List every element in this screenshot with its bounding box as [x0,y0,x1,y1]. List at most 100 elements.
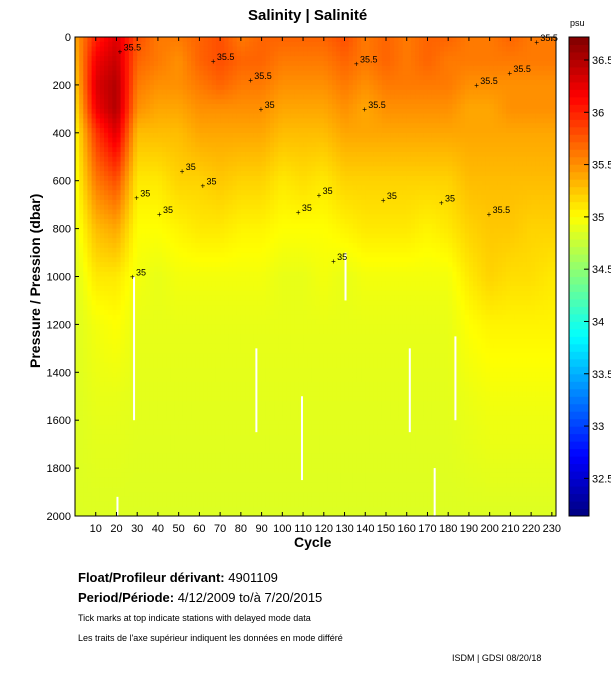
heatmap-cell [99,281,105,287]
heatmap-cell [269,506,275,512]
heatmap-cell [95,314,101,321]
heatmap-cell [112,377,117,383]
heatmap-cell [124,171,130,177]
heatmap-cell [75,362,80,369]
heatmap-cell [116,434,122,440]
heatmap-cell [128,94,134,100]
heatmap-cell [108,41,113,48]
heatmap-cell [133,300,138,306]
heatmap-cell [207,501,213,507]
heatmap-cell [108,209,113,215]
heatmap-cell [87,501,93,507]
heatmap-cell [116,353,122,359]
heatmap-cell [174,247,180,254]
heatmap-cell [240,84,246,91]
heatmap-cell [199,247,205,254]
heatmap-cell [224,151,229,158]
heatmap-cell [245,180,250,186]
heatmap-cell [199,333,205,340]
heatmap-cell [232,506,238,512]
heatmap-cell [240,281,246,287]
heatmap-cell [240,94,246,100]
heatmap-cell [191,386,196,392]
heatmap-cell [224,290,229,297]
heatmap-cell [128,247,134,254]
heatmap-cell [253,51,258,57]
heatmap-cell [220,128,225,134]
heatmap-cell [240,286,246,292]
heatmap-cell [162,113,167,119]
heatmap-cell [124,415,130,421]
heatmap-cell [91,377,97,383]
heatmap-cell [133,472,138,479]
heatmap-cell [178,482,184,488]
heatmap-cell [178,156,184,163]
heatmap-cell [228,123,234,129]
heatmap-cell [178,271,184,277]
heatmap-cell [186,46,192,52]
heatmap-cell [182,46,188,52]
heatmap-cell [137,99,142,105]
heatmap-cell [186,372,192,378]
heatmap-cell [249,434,254,440]
heatmap-cell [124,367,130,373]
heatmap-cell [149,242,155,249]
heatmap-cell [253,242,258,249]
heatmap-cell [133,204,138,210]
heatmap-cell [141,171,146,177]
heatmap-cell [162,132,167,139]
heatmap-cell [157,415,163,421]
heatmap-cell [253,252,258,258]
heatmap-cell [162,477,167,483]
heatmap-cell [137,511,142,517]
heatmap-cell [137,410,142,416]
heatmap-cell [215,257,221,263]
heatmap-cell [120,166,126,172]
heatmap-cell [191,453,196,460]
heatmap-cell [195,242,200,249]
heatmap-cell [269,482,275,488]
heatmap-cell [274,113,279,119]
heatmap-cell [203,238,209,244]
heatmap-cell [211,128,217,134]
heatmap-cell [124,175,130,182]
heatmap-cell [83,401,88,407]
heatmap-cell [261,458,267,464]
heatmap-cell [170,185,176,191]
heatmap-cell [253,247,258,254]
heatmap-cell [215,295,221,301]
heatmap-cell [141,305,146,311]
heatmap-cell [137,367,142,373]
heatmap-cell [108,448,113,455]
heatmap-cell [116,468,122,474]
heatmap-cell [178,94,184,100]
heatmap-cell [128,233,134,239]
heatmap-cell [87,99,93,105]
heatmap-cell [174,80,180,86]
heatmap-cell [116,367,122,373]
heatmap-cell [174,99,180,105]
heatmap-cell [195,75,200,81]
heatmap-cell [245,482,250,488]
heatmap-cell [75,171,80,177]
heatmap-cell [149,252,155,258]
heatmap-cell [261,377,267,383]
heatmap-cell [253,434,258,440]
heatmap-cell [120,80,126,86]
heatmap-cell [236,463,242,469]
heatmap-cell [174,348,180,354]
heatmap-cell [141,89,146,95]
heatmap-cell [128,439,134,445]
heatmap-cell [83,290,88,297]
heatmap-cell [278,338,283,345]
heatmap-cell [236,228,242,234]
heatmap-cell [120,420,126,426]
heatmap-cell [79,99,84,105]
heatmap-cell [199,377,205,383]
heatmap-cell [104,142,109,148]
heatmap-cell [83,161,88,167]
heatmap-cell [108,333,113,340]
heatmap-cell [182,290,188,297]
heatmap-cell [182,37,188,43]
heatmap-cell [174,37,180,43]
